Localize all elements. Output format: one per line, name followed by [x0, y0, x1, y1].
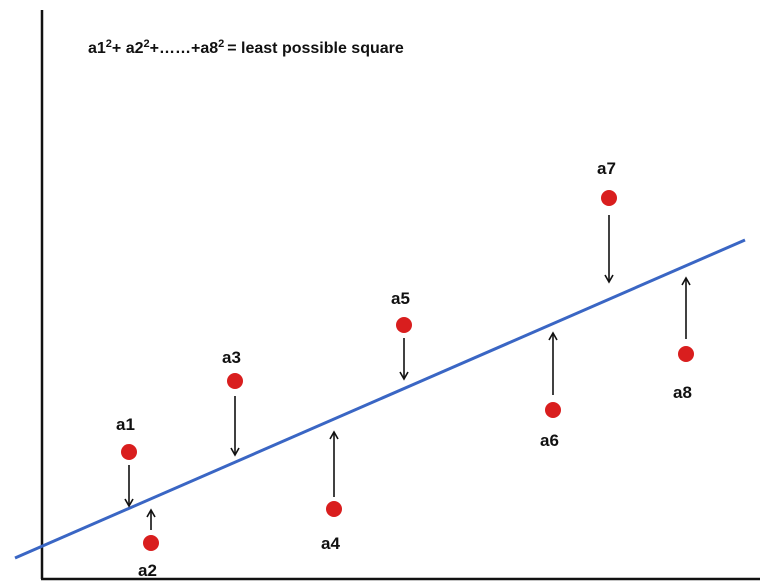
- point-a6: [545, 402, 561, 418]
- point-a8: [678, 346, 694, 362]
- point-a4: [326, 501, 342, 517]
- formula-term-4: = least possible square: [227, 40, 404, 57]
- label-a6: a6: [540, 431, 559, 450]
- label-a2: a2: [138, 561, 157, 580]
- label-a7: a7: [597, 159, 616, 178]
- label-a3: a3: [222, 348, 241, 367]
- point-a3: [227, 373, 243, 389]
- label-a5: a5: [391, 289, 410, 308]
- label-a4: a4: [321, 534, 340, 553]
- formula-exponent-1: 2: [106, 38, 112, 50]
- point-a7: [601, 190, 617, 206]
- formula-term-1: a1: [88, 40, 106, 57]
- label-a8: a8: [673, 383, 692, 402]
- point-a5: [396, 317, 412, 333]
- point-a1: [121, 444, 137, 460]
- formula-term-3: +……+a8: [150, 40, 219, 57]
- point-a2: [143, 535, 159, 551]
- label-a1: a1: [116, 415, 135, 434]
- formula-exponent-3: 2: [218, 38, 224, 50]
- point-labels: a1 a2 a3 a4 a5 a6 a7 a8: [116, 159, 692, 580]
- formula: a12+ a22+……+a82 = least possible square: [88, 38, 404, 57]
- residual-arrows: [124, 215, 691, 530]
- formula-exponent-2: 2: [144, 38, 150, 50]
- regression-line: [14, 238, 746, 560]
- data-points: [121, 190, 694, 551]
- formula-term-2: + a2: [112, 40, 144, 57]
